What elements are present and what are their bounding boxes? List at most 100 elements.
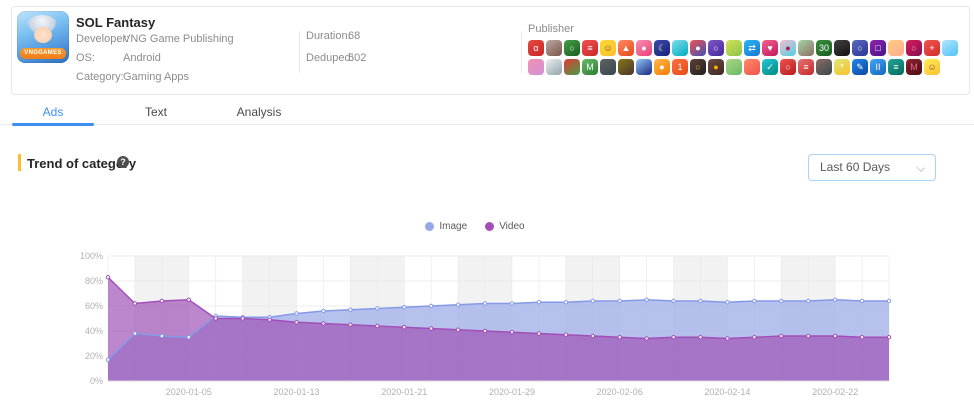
publisher-app-icon[interactable]: ○ <box>708 40 724 56</box>
publisher-app-icon[interactable]: ≡ <box>582 40 598 56</box>
publisher-icon-row: M ● 1 ○ ● ✓ ○ ≡ * ✎ II ≡ M ☺ <box>528 59 940 75</box>
publisher-app-icon[interactable] <box>636 59 652 75</box>
stat-label: Deduped: <box>306 52 354 64</box>
data-point-image <box>617 298 622 304</box>
publisher-app-icon[interactable]: 30 <box>816 40 832 56</box>
publisher-app-icon[interactable]: ≡ <box>798 59 814 75</box>
publisher-app-icon[interactable] <box>888 40 904 56</box>
publisher-app-icon[interactable]: II <box>870 59 886 75</box>
publisher-app-icon[interactable] <box>744 59 760 75</box>
app-meta-developer: Developer: VNG Game Publishing <box>76 33 234 45</box>
publisher-app-icon[interactable] <box>618 59 634 75</box>
data-point-image <box>375 306 380 311</box>
stat-value: 502 <box>348 52 367 64</box>
app-title: SOL Fantasy <box>76 15 156 30</box>
stat-value: 68 <box>348 30 361 42</box>
app-icon-banner: VNGGAMES <box>20 48 66 59</box>
data-point-video <box>806 333 811 339</box>
publisher-app-icon[interactable]: ☺ <box>600 40 616 56</box>
publisher-app-icon[interactable] <box>816 59 832 75</box>
publisher-app-icon[interactable] <box>726 59 742 75</box>
data-point-video <box>186 297 191 302</box>
section-title: Trend of category <box>27 156 137 171</box>
publisher-app-icon[interactable] <box>942 40 958 56</box>
y-axis-tick-label: 20% <box>85 351 103 361</box>
data-point-video <box>482 328 488 334</box>
publisher-app-icon[interactable]: ○ <box>564 40 580 56</box>
publisher-app-icon[interactable]: ● <box>708 59 724 75</box>
data-point-image <box>159 333 165 339</box>
publisher-label: Publisher <box>528 23 574 35</box>
data-point-image <box>806 298 811 304</box>
data-point-image <box>428 303 434 309</box>
publisher-app-icon[interactable] <box>798 40 814 56</box>
publisher-app-icon[interactable]: ▲ <box>618 40 634 56</box>
publisher-app-icon[interactable]: + <box>924 40 940 56</box>
x-axis-tick-label: 2020-01-21 <box>381 387 427 397</box>
publisher-app-icon[interactable]: ○ <box>906 40 922 56</box>
publisher-app-icon[interactable]: M <box>906 59 922 75</box>
chevron-down-icon <box>916 163 925 172</box>
publisher-app-icon[interactable]: ● <box>780 40 796 56</box>
publisher-app-icon[interactable]: ✓ <box>762 59 778 75</box>
publisher-app-icon[interactable]: ⇄ <box>744 40 760 56</box>
publisher-app-icon[interactable]: 1 <box>672 59 688 75</box>
publisher-app-icon[interactable]: ♥ <box>762 40 778 56</box>
publisher-app-icon[interactable]: ☾ <box>654 40 670 56</box>
publisher-app-icon[interactable]: □ <box>870 40 886 56</box>
publisher-app-icon[interactable] <box>600 59 616 75</box>
publisher-app-icon[interactable] <box>546 40 562 56</box>
x-axis-tick-label: 2020-01-13 <box>273 387 319 397</box>
app-meta-category: Category: Gaming Apps <box>76 71 189 83</box>
data-point-video <box>240 316 245 321</box>
tab-text[interactable]: Text <box>115 103 197 125</box>
tab-analysis[interactable]: Analysis <box>218 103 300 125</box>
publisher-app-icon[interactable]: ● <box>636 40 652 56</box>
publisher-app-icon[interactable] <box>834 40 850 56</box>
publisher-app-icon[interactable] <box>564 59 580 75</box>
legend-dot <box>485 222 495 231</box>
publisher-app-icon[interactable]: ● <box>690 40 706 56</box>
app-info-card: VNGGAMES SOL Fantasy Developer: VNG Game… <box>11 6 970 95</box>
publisher-app-icon[interactable] <box>672 40 688 56</box>
field-label: Category: <box>76 71 124 83</box>
data-point-video <box>159 298 165 304</box>
data-point-video <box>590 333 595 339</box>
tab-label: Text <box>144 105 167 119</box>
app-icon-art <box>34 27 52 43</box>
publisher-app-icon[interactable]: α <box>528 40 544 56</box>
app-icon[interactable]: VNGGAMES <box>17 11 69 63</box>
publisher-app-icon[interactable]: ○ <box>780 59 796 75</box>
publisher-app-icon[interactable]: ✎ <box>852 59 868 75</box>
data-point-video <box>455 327 461 332</box>
tab-ads[interactable]: Ads <box>12 103 94 126</box>
data-point-image <box>482 301 488 306</box>
publisher-app-icon[interactable] <box>528 59 544 75</box>
publisher-app-icon[interactable]: ○ <box>852 40 868 56</box>
tab-bar: Ads Text Analysis <box>0 103 974 127</box>
stat-deduped: Deduped: 502 <box>306 52 366 64</box>
vertical-divider <box>521 31 522 73</box>
y-axis-tick-label: 40% <box>85 326 103 336</box>
publisher-app-icon[interactable]: M <box>582 59 598 75</box>
publisher-app-icon[interactable] <box>726 40 742 56</box>
data-point-video <box>105 275 111 280</box>
publisher-app-icon[interactable]: ● <box>654 59 670 75</box>
field-value: VNG Game Publishing <box>123 33 234 45</box>
field-value: Gaming Apps <box>123 71 190 83</box>
legend-item-image[interactable]: Image <box>425 221 467 232</box>
data-point-video <box>428 326 434 331</box>
data-point-video <box>509 330 515 335</box>
publisher-icon-row: α ○ ≡ ☺ ▲ ● ☾ ● ○ ⇄ ♥ ● 30 ○ □ ○ + <box>528 40 958 56</box>
question-mark-icon[interactable]: ? <box>117 156 129 168</box>
publisher-app-icon[interactable] <box>546 59 562 75</box>
legend-item-video[interactable]: Video <box>485 221 525 232</box>
x-axis-tick-label: 2020-02-06 <box>597 387 643 397</box>
publisher-app-icon[interactable]: ☺ <box>924 59 940 75</box>
data-point-image <box>348 307 353 312</box>
date-range-select[interactable]: Last 60 Days <box>808 154 936 181</box>
publisher-app-icon[interactable]: ○ <box>690 59 706 75</box>
publisher-app-icon[interactable]: ≡ <box>888 59 904 75</box>
publisher-app-icon[interactable]: * <box>834 59 850 75</box>
data-point-video <box>859 335 865 340</box>
